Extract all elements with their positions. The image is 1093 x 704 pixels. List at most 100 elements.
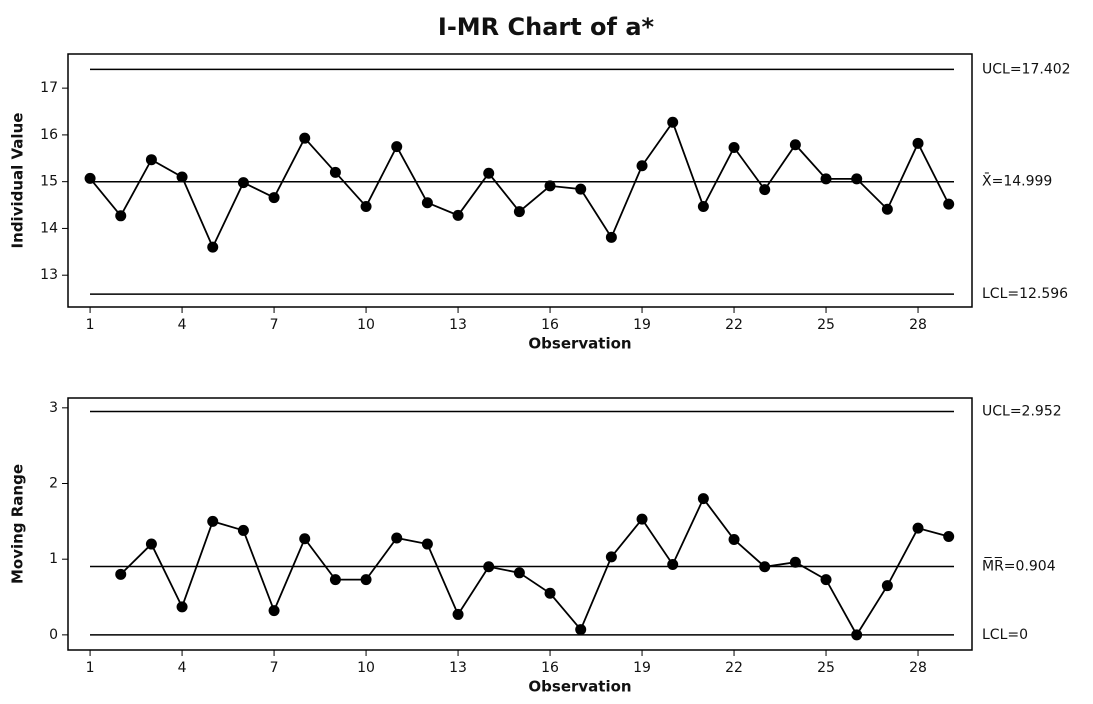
data-point [913,138,924,149]
data-point [483,561,494,572]
data-point [299,133,310,144]
data-point [575,184,586,195]
data-point [729,534,740,545]
x-tick-label: 16 [541,317,559,333]
data-point [330,574,341,585]
data-point [821,173,832,184]
data-point [269,192,280,203]
data-point [238,177,249,188]
data-point [821,574,832,585]
data-point [667,559,678,570]
y-axis-label: Moving Range [9,464,27,584]
x-tick-label: 28 [909,660,927,676]
y-tick-label: 1 [49,551,58,567]
data-point [943,531,954,542]
x-tick-label: 28 [909,317,927,333]
data-point [514,206,525,217]
x-tick-label: 7 [270,317,279,333]
control-label: UCL=17.402 [982,61,1071,77]
x-tick-label: 22 [725,660,743,676]
data-point [207,242,218,253]
x-tick-label: 1 [86,317,95,333]
plot-frame [68,54,972,307]
data-point [177,601,188,612]
y-tick-label: 17 [40,80,58,96]
x-tick-label: 25 [817,317,835,333]
x-tick-label: 25 [817,660,835,676]
data-point [299,533,310,544]
y-tick-label: 13 [40,267,58,283]
data-point [882,580,893,591]
y-tick-label: 2 [49,476,58,492]
x-tick-label: 1 [86,660,95,676]
data-point [882,204,893,215]
data-point [453,210,464,221]
data-point [330,167,341,178]
data-point [637,514,648,525]
data-point [851,173,862,184]
data-point [422,197,433,208]
data-point [238,525,249,536]
control-label: LCL=0 [982,627,1028,643]
data-point [759,184,770,195]
data-point [698,201,709,212]
data-point [269,605,280,616]
data-point [207,516,218,527]
data-point [913,523,924,534]
data-point [391,533,402,544]
data-point [545,180,556,191]
data-point [177,171,188,182]
control-label: X̄=14.999 [982,172,1052,190]
y-tick-label: 15 [40,174,58,190]
control-label: M̅R̅=0.904 [982,557,1056,575]
plot-frame [68,398,972,650]
data-point [606,232,617,243]
y-tick-label: 14 [40,220,58,236]
x-tick-label: 10 [357,660,375,676]
x-tick-label: 13 [449,660,467,676]
x-tick-label: 19 [633,317,651,333]
data-point [85,173,96,184]
x-tick-label: 19 [633,660,651,676]
x-tick-label: 22 [725,317,743,333]
data-point [422,539,433,550]
x-tick-label: 7 [270,660,279,676]
x-tick-label: 16 [541,660,559,676]
y-tick-label: 16 [40,127,58,143]
x-tick-label: 13 [449,317,467,333]
chart: I-MR Chart of a* 13141516171471013161922… [0,0,1093,704]
data-point [514,567,525,578]
data-point [483,168,494,179]
data-point [453,609,464,620]
y-tick-label: 0 [49,627,58,643]
data-point [146,539,157,550]
x-axis-label: Observation [528,335,631,353]
control-label: UCL=2.952 [982,403,1062,419]
data-line [90,122,949,247]
data-point [391,141,402,152]
data-point [361,201,372,212]
data-point [575,624,586,635]
data-point [667,117,678,128]
x-axis-label: Observation [528,678,631,696]
x-tick-label: 4 [178,317,187,333]
data-point [698,493,709,504]
x-tick-label: 10 [357,317,375,333]
data-point [115,569,126,580]
data-point [115,210,126,221]
data-point [637,160,648,171]
data-point [729,142,740,153]
y-tick-label: 3 [49,400,58,416]
y-axis-label: Individual Value [9,113,27,249]
data-point [851,629,862,640]
data-point [943,199,954,210]
control-label: LCL=12.596 [982,286,1068,302]
data-point [361,574,372,585]
chart-title: I-MR Chart of a* [438,13,655,41]
x-tick-label: 4 [178,660,187,676]
page: I-MR Chart of a* 13141516171471013161922… [0,0,1093,704]
data-point [759,561,770,572]
data-point [146,154,157,165]
data-point [790,139,801,150]
data-point [606,551,617,562]
